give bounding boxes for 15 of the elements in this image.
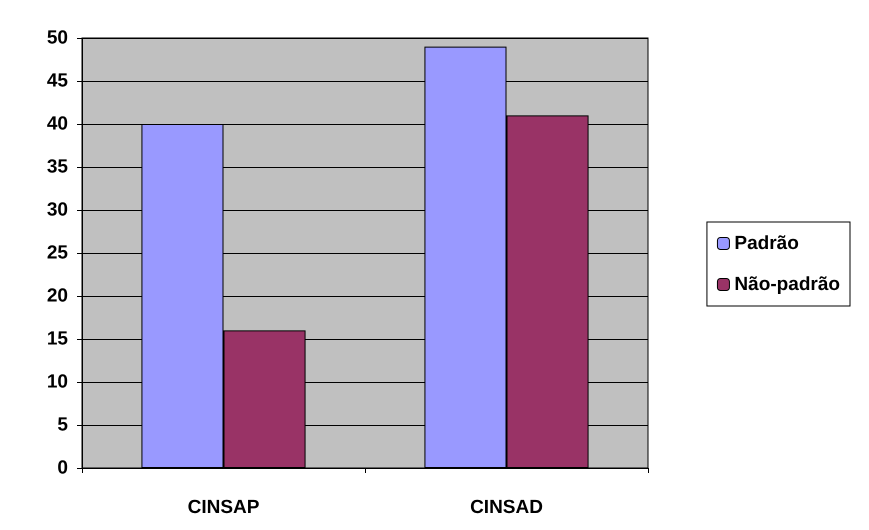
x-tick-label: CINSAP bbox=[188, 497, 260, 518]
legend-label: Não-padrão bbox=[734, 274, 840, 295]
y-tick-label: 15 bbox=[46, 328, 68, 350]
y-tick-label: 20 bbox=[46, 286, 68, 306]
y-tick-label: 50 bbox=[46, 28, 68, 48]
legend-label: Padrão bbox=[734, 233, 799, 254]
x-tick-label: CINSAD bbox=[470, 497, 543, 518]
y-tick-label: 35 bbox=[46, 156, 68, 178]
y-tick-label: 0 bbox=[57, 458, 68, 478]
y-tick-label: 5 bbox=[57, 414, 68, 436]
y-tick-label: 25 bbox=[46, 242, 68, 264]
y-tick-label: 10 bbox=[46, 372, 68, 392]
y-tick-label: 45 bbox=[46, 70, 68, 92]
y-tick-label: 30 bbox=[46, 200, 68, 220]
y-tick-label: 40 bbox=[46, 114, 68, 134]
